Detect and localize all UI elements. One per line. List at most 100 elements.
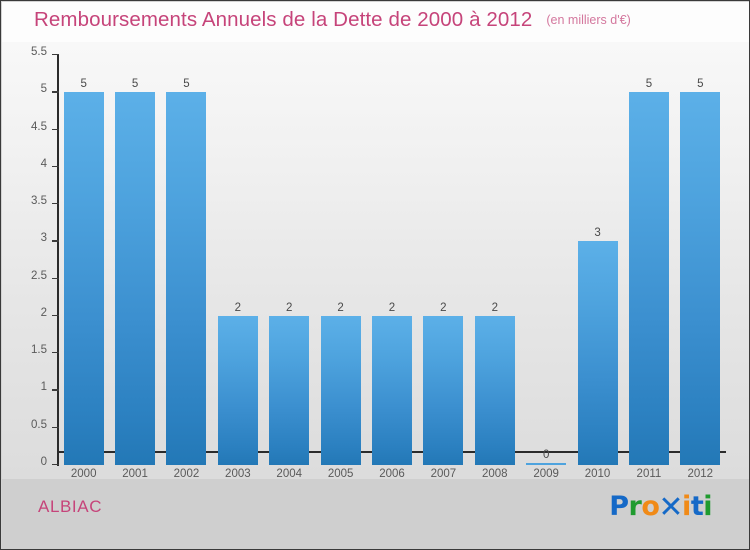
x-axis-tick-label: 2004 (276, 468, 303, 480)
x-axis-tick-label: 2011 (636, 468, 662, 480)
bar-value-label: 2 (388, 301, 396, 314)
logo-letter: i (703, 491, 712, 522)
y-axis-tick-label: 1 (40, 381, 47, 394)
y-axis-tick: 5 (2, 83, 59, 95)
logo-letter: o (641, 491, 660, 522)
page-title: Remboursements Annuels de la Dette de 20… (34, 8, 533, 31)
logo-letter: P (609, 491, 629, 522)
bar[interactable] (680, 92, 721, 465)
x-axis-tick-label: 2000 (70, 468, 97, 480)
plot-shell: 0 0.5 1 1.5 2 2.5 3 3.5 4 4.5 5 5.5 5 2000 5 2001 5 2002… (2, 42, 749, 480)
bar-value-label: 0 (542, 449, 550, 461)
y-axis-tick: 5.5 (2, 46, 59, 58)
x-axis-tick-label: 2008 (481, 468, 508, 480)
bar-group: 2 2006 (372, 55, 412, 480)
y-axis-tick: 4 (2, 158, 59, 170)
y-axis-line (57, 54, 59, 466)
y-axis-tick: 3 (2, 232, 59, 244)
y-axis-tick: 2.5 (2, 270, 59, 282)
bar-group: 0 2009 (526, 55, 567, 480)
bar[interactable] (63, 92, 104, 465)
commune-name-label: ALBIAC (38, 497, 103, 516)
x-axis-tick-label: 2001 (122, 468, 148, 480)
title-line: Remboursements Annuels de la Dette de 20… (34, 8, 631, 32)
y-axis-tick-mark (52, 203, 59, 205)
bar[interactable] (628, 92, 669, 465)
x-axis-tick-label: 2007 (430, 468, 457, 480)
bar-group: 5 2002 (166, 55, 207, 480)
bar[interactable] (474, 315, 515, 465)
bar-group: 2 2004 (269, 55, 310, 480)
y-axis-tick-label: 5.5 (31, 46, 47, 58)
bar-group: 2 2007 (423, 55, 464, 480)
bar[interactable] (166, 92, 207, 465)
bar-value-label: 2 (491, 301, 498, 314)
bar-value-label: 2 (337, 301, 344, 314)
chart-header: Remboursements Annuels de la Dette de 20… (2, 2, 749, 42)
bar-group: 2 2008 (474, 55, 515, 480)
y-axis-tick-label: 3 (40, 232, 47, 245)
y-axis-tick: 1.5 (2, 344, 59, 356)
y-axis-tick-mark (52, 426, 59, 429)
y-axis-tick-mark (52, 314, 59, 317)
bar[interactable] (526, 462, 567, 465)
y-axis-tick-label: 4 (40, 157, 47, 170)
bar-value-label: 2 (440, 301, 447, 314)
y-axis-tick: 3.5 (2, 195, 59, 207)
y-axis-tick-mark (52, 464, 59, 466)
y-axis-tick: 0 (2, 456, 59, 468)
x-axis-tick-label: 2005 (327, 468, 354, 480)
bar-value-label: 5 (697, 78, 704, 91)
bar-group: 2 2003 (217, 55, 258, 480)
bar-value-label: 5 (183, 78, 190, 91)
y-axis-tick-label: 3.5 (31, 195, 47, 208)
y-axis-tick-mark (52, 91, 59, 93)
y-axis-tick-mark (52, 54, 59, 56)
bar[interactable] (577, 241, 618, 465)
bar-value-label: 2 (286, 301, 293, 314)
bar-value-label: 5 (645, 78, 653, 91)
y-axis-tick-label: 1.5 (31, 344, 47, 357)
bar-group: 3 2010 (577, 55, 618, 480)
bar-group: 5 2011 (628, 55, 669, 480)
bar[interactable] (372, 315, 412, 465)
bar-group: 2 2005 (320, 55, 361, 480)
x-axis-tick-label: 2003 (225, 468, 251, 480)
bar-group: 5 2012 (680, 55, 721, 480)
y-axis-tick-mark (52, 352, 59, 354)
bar[interactable] (217, 315, 258, 465)
y-axis-tick-label: 2.5 (31, 269, 47, 282)
y-axis-tick: 1 (2, 381, 59, 393)
x-axis-tick-label: 2002 (173, 468, 200, 480)
proxiti-logo[interactable]: Pro✕iti (609, 488, 712, 525)
y-axis-tick-mark (52, 277, 59, 279)
y-axis-tick-label: 0.5 (31, 418, 47, 431)
y-axis-tick-label: 2 (40, 306, 47, 319)
bar[interactable] (269, 315, 310, 465)
bar-group: 5 2001 (115, 55, 156, 480)
bar[interactable] (115, 92, 156, 465)
y-axis-tick-mark (52, 128, 59, 130)
y-axis-tick-mark (52, 165, 59, 168)
plot-area: 5 2000 5 2001 5 2002 2 2003 2 2004 2 2005 2 2006 2 2007… (58, 55, 726, 480)
bar-value-label: 3 (594, 227, 601, 240)
x-axis-tick-label: 2010 (584, 468, 611, 480)
chart-subtitle: (en milliers d'€) (546, 13, 631, 27)
bar-group: 5 2000 (63, 55, 104, 480)
y-axis-tick: 0.5 (2, 419, 59, 431)
bar[interactable] (320, 315, 361, 465)
logo-letter: r (628, 491, 642, 522)
chart-footer: ALBIAC Pro✕iti (2, 479, 749, 549)
x-axis-tick-label: 2006 (379, 468, 405, 480)
y-axis-tick-label: 0 (40, 456, 47, 468)
x-axis-tick-label: 2009 (533, 468, 559, 480)
logo-letter: ✕ (658, 490, 684, 525)
x-axis-tick-label: 2012 (687, 468, 714, 480)
bar-value-label: 5 (131, 78, 139, 91)
y-axis-tick: 4.5 (2, 121, 59, 133)
y-axis-tick-mark (52, 389, 59, 391)
bar-value-label: 5 (80, 78, 87, 91)
bar[interactable] (423, 315, 464, 465)
y-axis-tick-label: 4.5 (31, 120, 47, 133)
